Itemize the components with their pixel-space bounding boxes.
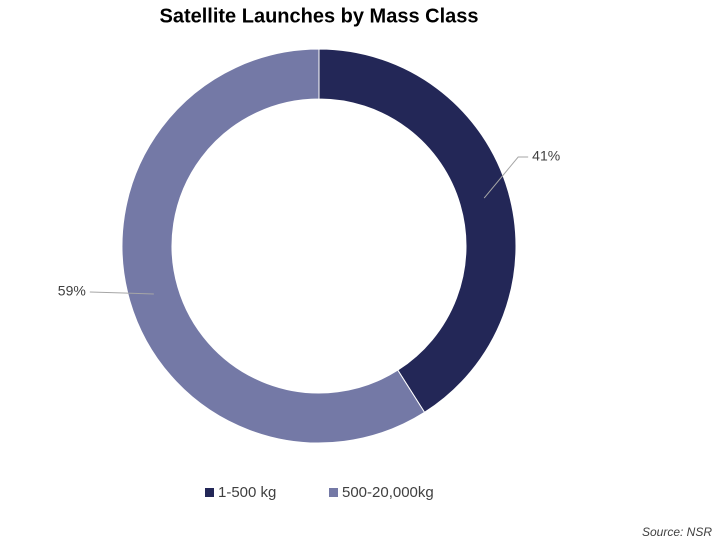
chart-title: Satellite Launches by Mass Class	[159, 5, 478, 27]
data-label: 41%	[532, 148, 560, 164]
legend-label: 1-500 kg	[218, 484, 276, 501]
legend-label: 500-20,000kg	[342, 484, 434, 501]
leader-line	[483, 156, 529, 199]
legend-swatch	[329, 488, 338, 497]
donut-segment	[318, 48, 517, 414]
legend-swatch	[205, 488, 214, 497]
donut-segment	[121, 48, 426, 444]
source: Source: NSR	[642, 525, 712, 539]
data-label: 59%	[58, 283, 86, 299]
leader-line	[89, 291, 154, 295]
